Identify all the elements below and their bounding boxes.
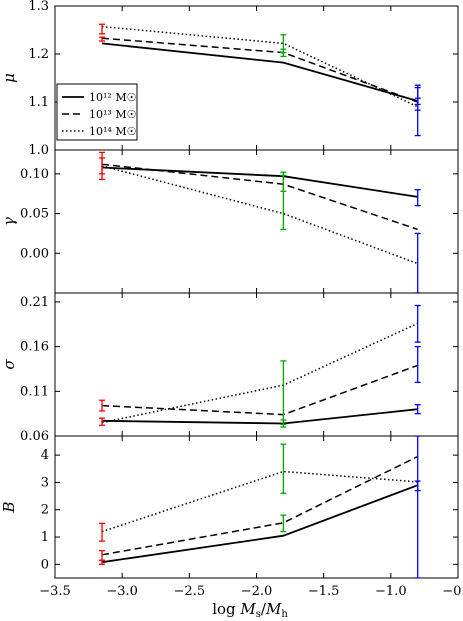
legend-label-s12: 10¹² M☉ xyxy=(89,91,136,104)
y-tick-label: 0.00 xyxy=(20,246,49,261)
series-line-s14 xyxy=(101,165,418,265)
y-axis-title: σ xyxy=(0,359,18,370)
y-tick-label: 0.21 xyxy=(20,295,49,310)
y-tick-label: 1.2 xyxy=(28,47,49,62)
y-tick-label: 1.3 xyxy=(28,0,49,14)
y-tick-label: 0.05 xyxy=(20,207,49,222)
x-tick-label: −2.0 xyxy=(241,584,273,599)
y-tick-label: 4 xyxy=(41,448,49,463)
y-tick-label: 0.11 xyxy=(20,384,49,399)
y-axis-title: γ xyxy=(0,217,18,226)
y-tick-label: 3 xyxy=(41,475,49,490)
y-tick-label: 0 xyxy=(41,557,49,572)
panel-frame xyxy=(54,292,459,437)
panel-frame xyxy=(54,435,459,579)
y-axis-title: B xyxy=(0,501,18,513)
x-tick-label: −3.0 xyxy=(106,584,138,599)
panel-data xyxy=(99,436,421,578)
x-tick-label: −3.5 xyxy=(39,584,71,599)
panel-2: 0.00 0.05 0.10 γ xyxy=(0,149,459,294)
series-line-s13 xyxy=(101,455,419,556)
series-line-s13 xyxy=(101,163,418,231)
panel-1: 1.0 1.1 1.2 1.3 μ 10¹² M☉ 10¹³ M☉ 10¹⁴ M☉ xyxy=(0,0,459,158)
y-tick-label: 2 xyxy=(41,503,49,518)
x-tick-label: −1.0 xyxy=(375,584,407,599)
y-tick-label: 0.16 xyxy=(20,340,49,355)
panel-data xyxy=(99,23,421,137)
y-tick-label: 1.1 xyxy=(28,95,49,110)
panel-data xyxy=(99,304,421,428)
x-axis: −3.5 −3.0 −2.5 −2.0 −1.5 −1.0 −0.5 xyxy=(39,584,463,599)
x-tick-label: −0.5 xyxy=(442,584,463,599)
panel-4: 0 1 2 3 4 B xyxy=(0,435,459,579)
y-tick-label: 1 xyxy=(41,530,49,545)
y-tick-label: 0.10 xyxy=(20,167,49,182)
series-line-s14 xyxy=(101,25,419,108)
panel-frame xyxy=(54,149,459,294)
y-tick-label: 1.0 xyxy=(28,143,49,158)
x-axis-title: log Ms/Mh xyxy=(212,600,288,620)
series-line-s12 xyxy=(101,408,418,425)
series-line-s12 xyxy=(101,42,418,102)
y-axis-title: μ xyxy=(0,73,18,83)
series-line-s14 xyxy=(101,470,418,533)
series-line-s12 xyxy=(101,484,419,564)
x-tick-label: −1.5 xyxy=(308,584,340,599)
panel-data xyxy=(99,151,421,293)
panel-3: 0.06 0.11 0.16 0.21 σ xyxy=(0,292,459,444)
legend: 10¹² M☉ 10¹³ M☉ 10¹⁴ M☉ xyxy=(56,83,138,141)
x-tick-label: −2.5 xyxy=(174,584,206,599)
legend-label-s13: 10¹³ M☉ xyxy=(89,108,136,121)
legend-label-s14: 10¹⁴ M☉ xyxy=(89,125,136,138)
y-tick-label: 0.06 xyxy=(20,429,49,444)
